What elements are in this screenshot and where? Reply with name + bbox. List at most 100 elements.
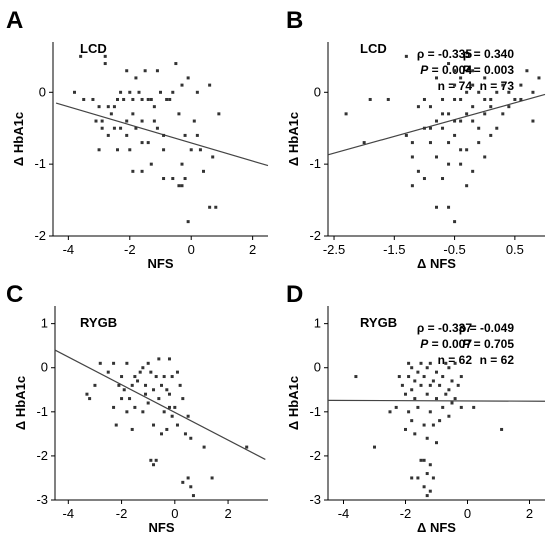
- data-point: [128, 397, 132, 401]
- data-point: [438, 383, 442, 387]
- data-point: [167, 357, 171, 361]
- data-point: [186, 476, 190, 480]
- data-point: [211, 155, 215, 159]
- data-point: [152, 119, 156, 123]
- data-point: [167, 405, 171, 409]
- data-point: [168, 97, 172, 101]
- data-point: [125, 410, 129, 414]
- data-point: [157, 397, 161, 401]
- data-point: [146, 97, 150, 101]
- data-point: [116, 148, 119, 152]
- group-label: RYGB: [360, 315, 397, 330]
- regression-line: [327, 93, 546, 156]
- data-point: [435, 119, 438, 123]
- data-point: [410, 155, 414, 159]
- data-point: [422, 458, 426, 462]
- data-point: [125, 119, 129, 123]
- data-point: [214, 205, 218, 209]
- data-point: [202, 445, 206, 449]
- y-axis-label: Δ HbA1c: [286, 376, 301, 430]
- y-tick-label: -1: [34, 156, 46, 171]
- data-point: [428, 126, 432, 130]
- data-point: [133, 375, 137, 379]
- data-point: [394, 405, 398, 409]
- data-point: [165, 388, 169, 392]
- stat-p-symbol: P: [462, 63, 471, 77]
- data-point: [444, 361, 448, 365]
- data-point: [152, 105, 156, 109]
- stat-n: n = 62: [480, 353, 515, 367]
- data-point: [189, 436, 193, 440]
- data-point: [162, 133, 166, 137]
- data-point: [519, 97, 523, 101]
- data-point: [447, 141, 451, 145]
- data-point: [114, 423, 118, 427]
- data-point: [143, 69, 147, 73]
- data-point: [128, 90, 132, 94]
- data-point: [453, 397, 457, 401]
- data-point: [152, 423, 156, 427]
- data-point: [112, 405, 116, 409]
- data-point: [157, 357, 161, 361]
- data-point: [181, 397, 185, 401]
- x-tick-label: -4: [63, 242, 75, 257]
- data-point: [344, 112, 348, 116]
- data-point: [183, 177, 187, 181]
- data-point: [165, 427, 169, 431]
- data-point: [453, 361, 457, 365]
- x-tick-label: -4: [63, 506, 75, 521]
- stat-n: n = 62: [438, 353, 473, 367]
- data-point: [428, 489, 432, 493]
- data-point: [146, 361, 150, 365]
- data-point: [98, 361, 102, 365]
- data-point: [459, 162, 463, 166]
- data-point: [489, 105, 493, 109]
- data-point: [106, 133, 110, 137]
- data-point: [134, 76, 138, 80]
- x-tick-label: 0.5: [506, 242, 524, 257]
- data-point: [85, 392, 89, 396]
- data-point: [465, 148, 469, 152]
- data-point: [146, 141, 150, 145]
- data-point: [91, 97, 95, 101]
- data-point: [441, 112, 445, 116]
- data-point: [459, 119, 463, 123]
- data-point: [489, 133, 493, 137]
- data-point: [119, 90, 123, 94]
- data-point: [425, 472, 429, 476]
- x-tick-label: 0: [188, 242, 195, 257]
- data-point: [441, 126, 445, 130]
- panel-letter: B: [286, 7, 303, 34]
- data-point: [413, 397, 417, 401]
- data-point: [513, 97, 517, 101]
- data-point: [404, 392, 407, 396]
- data-point: [112, 126, 116, 130]
- data-point: [422, 177, 426, 181]
- data-point: [138, 370, 142, 374]
- data-point: [186, 76, 190, 80]
- data-point: [198, 148, 202, 152]
- data-point: [112, 361, 116, 365]
- data-point: [154, 458, 158, 462]
- data-point: [152, 463, 156, 467]
- data-point: [416, 105, 420, 109]
- x-axis-label: NFS: [149, 520, 175, 535]
- data-point: [137, 90, 141, 94]
- panel-b: B -2 -1 0 -2.5 -1.5 -0.5 0.5 Δ NFS Δ HbA1c LCD ρ = …: [286, 7, 546, 271]
- data-point: [131, 169, 135, 173]
- data-point: [100, 119, 104, 123]
- data-point: [125, 69, 129, 73]
- stat-p: P = 0.705: [462, 337, 514, 351]
- stat-rho: ρ = -0.335: [417, 47, 472, 61]
- regression-line: [327, 399, 546, 402]
- data-point: [428, 383, 432, 387]
- data-point: [465, 184, 469, 188]
- data-point: [141, 366, 145, 370]
- data-point: [170, 375, 174, 379]
- data-point: [73, 90, 76, 94]
- data-point: [159, 90, 162, 94]
- data-point: [103, 54, 107, 58]
- data-point: [217, 112, 221, 116]
- data-point: [386, 97, 390, 101]
